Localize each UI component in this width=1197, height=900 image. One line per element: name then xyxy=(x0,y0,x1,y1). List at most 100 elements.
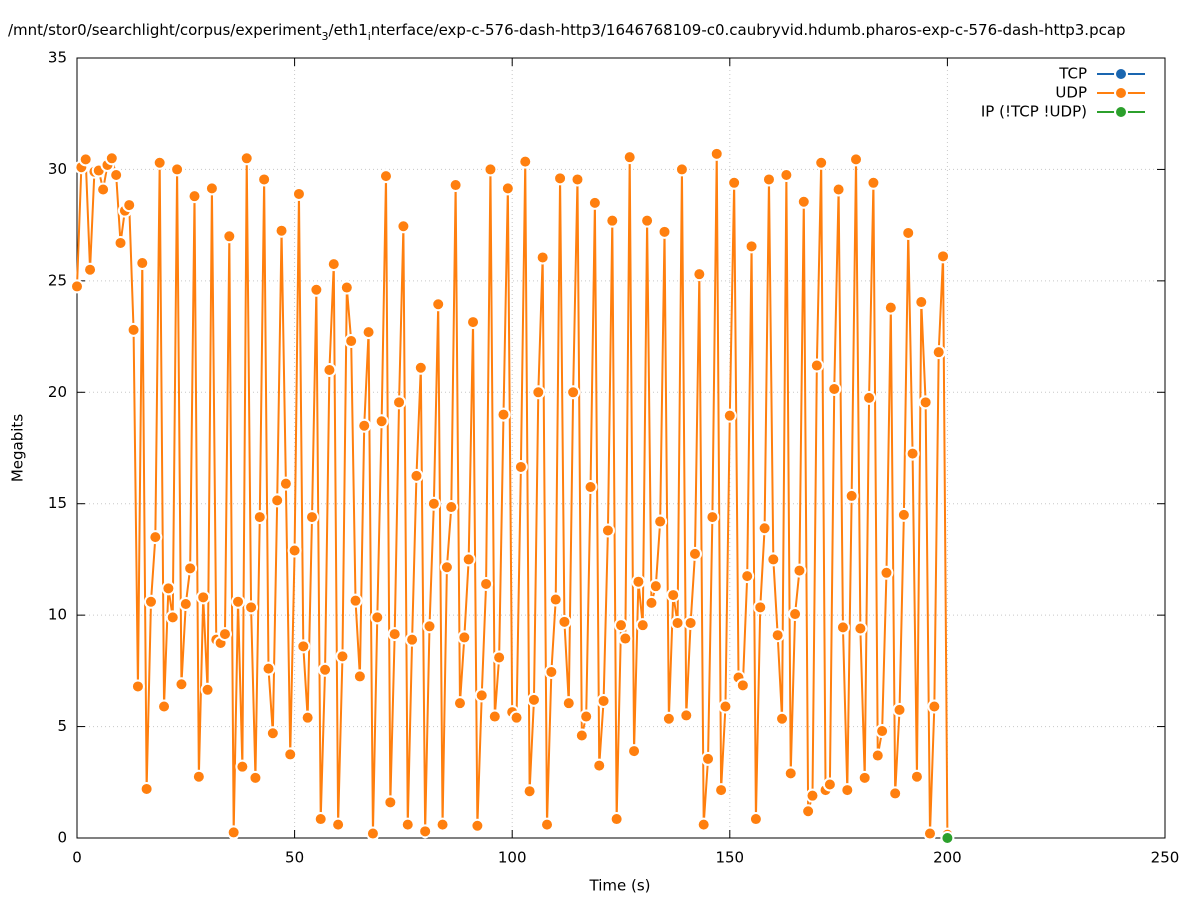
data-point xyxy=(844,488,859,503)
data-point xyxy=(661,711,676,726)
data-point xyxy=(400,817,415,832)
data-point xyxy=(792,563,807,578)
data-point xyxy=(862,390,877,405)
data-point xyxy=(548,592,563,607)
data-point xyxy=(735,678,750,693)
data-point xyxy=(83,262,98,277)
data-point xyxy=(892,702,907,717)
x-tick-label: 250 xyxy=(1151,849,1180,867)
data-point xyxy=(348,593,363,608)
data-point xyxy=(883,300,898,315)
legend-label: IP (!TCP !UDP) xyxy=(981,103,1087,121)
data-point xyxy=(740,569,755,584)
data-point xyxy=(122,198,137,213)
data-point xyxy=(922,826,937,841)
data-point xyxy=(635,618,650,633)
data-point xyxy=(918,395,933,410)
data-point xyxy=(479,576,494,591)
data-point xyxy=(535,250,550,265)
data-point xyxy=(244,600,259,615)
data-point xyxy=(217,627,232,642)
data-point xyxy=(692,267,707,282)
data-point xyxy=(757,521,772,536)
data-point xyxy=(566,385,581,400)
data-point xyxy=(448,178,463,193)
data-point xyxy=(718,699,733,714)
data-point xyxy=(744,239,759,254)
data-point xyxy=(579,709,594,724)
data-point xyxy=(309,282,324,297)
data-point xyxy=(370,610,385,625)
data-point xyxy=(426,496,441,511)
data-point xyxy=(265,726,280,741)
data-point xyxy=(592,758,607,773)
data-point xyxy=(753,600,768,615)
data-point xyxy=(705,510,720,525)
data-point xyxy=(714,783,729,798)
data-point xyxy=(583,480,598,494)
data-point xyxy=(531,385,546,400)
title-part: 3 xyxy=(322,30,329,43)
data-point xyxy=(174,677,189,692)
data-point xyxy=(614,618,628,633)
data-point xyxy=(500,181,515,196)
data-point xyxy=(239,151,254,166)
data-point xyxy=(640,213,655,228)
data-point xyxy=(252,510,267,525)
data-point xyxy=(466,315,481,330)
data-point xyxy=(875,724,890,739)
data-point xyxy=(831,182,846,197)
title-part: nterface/exp-c-576-dash-http3/1646768109… xyxy=(371,21,1126,39)
legend-label: UDP xyxy=(1055,84,1087,102)
data-point xyxy=(587,195,602,210)
data-point xyxy=(278,476,293,491)
data-point xyxy=(840,783,855,798)
data-point xyxy=(357,418,372,433)
y-axis-label: Megabits xyxy=(9,414,27,482)
data-point xyxy=(801,804,816,819)
data-point xyxy=(775,711,790,726)
data-point xyxy=(161,581,176,596)
data-point xyxy=(809,358,824,373)
data-point xyxy=(561,696,576,711)
data-point xyxy=(761,172,776,187)
data-point xyxy=(766,552,781,567)
data-point xyxy=(513,459,528,474)
data-point xyxy=(339,280,354,295)
x-tick-label: 150 xyxy=(715,849,744,867)
data-point xyxy=(387,627,402,642)
chart-title: /mnt/stor0/searchlight/corpus/experiment… xyxy=(8,21,1126,43)
data-point xyxy=(313,812,328,827)
data-point xyxy=(191,769,206,784)
title-part: /mnt/stor0/searchlight/corpus/experiment xyxy=(8,21,322,39)
data-point xyxy=(822,777,837,792)
data-point xyxy=(835,620,850,635)
legend-marker xyxy=(1114,67,1128,81)
data-point xyxy=(709,146,724,161)
data-point xyxy=(487,709,502,724)
data-point xyxy=(226,825,241,840)
data-point xyxy=(383,795,398,810)
data-point xyxy=(927,699,942,714)
data-point xyxy=(274,223,289,238)
data-point xyxy=(409,468,424,483)
data-point xyxy=(905,446,920,461)
data-point xyxy=(540,817,555,832)
data-point xyxy=(165,610,180,625)
data-point xyxy=(496,407,511,422)
data-point xyxy=(683,615,698,630)
data-point xyxy=(722,408,737,423)
data-point xyxy=(666,588,681,603)
data-point xyxy=(644,595,659,610)
data-point xyxy=(657,224,672,239)
data-point xyxy=(888,786,903,801)
data-point xyxy=(618,631,633,646)
data-point xyxy=(435,817,450,832)
data-point xyxy=(648,579,663,594)
data-point xyxy=(909,769,924,784)
data-point xyxy=(452,696,467,711)
data-point xyxy=(866,175,881,190)
data-point xyxy=(318,662,333,677)
